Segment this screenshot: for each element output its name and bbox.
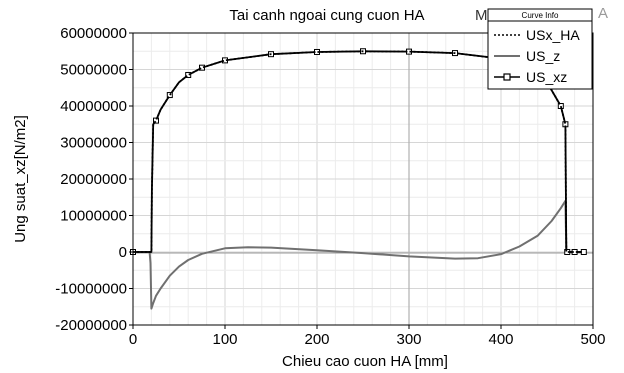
x-tick-label: 400 <box>488 331 513 348</box>
x-tick-label: 100 <box>212 331 237 348</box>
data-point-us-xz <box>153 117 159 124</box>
x-tick-label: 300 <box>396 331 421 348</box>
y-tick-label: 0 <box>119 244 127 261</box>
y-tick-label: 10000000 <box>60 208 127 225</box>
x-tick-label: 500 <box>580 331 605 348</box>
series-line-us-z <box>133 199 584 310</box>
x-tick-label: 0 <box>129 331 137 348</box>
x-tick-label: 200 <box>304 331 329 348</box>
y-tick-label: 60000000 <box>60 25 127 42</box>
legend-label-us-z: US_z <box>526 48 560 64</box>
chart-title: Tai canh ngoai cung cuon HA <box>229 7 424 24</box>
x-axis: 0 100 200 300 400 500 <box>129 325 606 348</box>
y-tick-label: 50000000 <box>60 62 127 79</box>
legend-label-us-xz: US_xz <box>526 69 567 85</box>
legend[interactable]: Curve Info USx_HA US_z US_xz <box>487 8 593 90</box>
legend-title: Curve Info <box>522 11 559 20</box>
y-axis: -20000000 -10000000 0 10000000 20000000 30000… <box>55 25 133 334</box>
legend-marker-us-xz <box>503 73 511 81</box>
y-tick-label: -20000000 <box>55 317 127 334</box>
data-point-us-xz <box>557 103 564 109</box>
y-tick-label: 20000000 <box>60 171 127 188</box>
y-axis-label: Ung suat_xz[N/m2] <box>12 115 29 243</box>
chart-title-right-fragment: M <box>475 7 488 24</box>
x-axis-label: Chieu cao cuon HA [mm] <box>282 353 448 370</box>
data-point-us-xz <box>166 92 173 99</box>
y-tick-label: 40000000 <box>60 98 127 115</box>
series-layer <box>130 48 587 310</box>
data-point-us-xz <box>185 71 192 78</box>
y-tick-label: 30000000 <box>60 135 127 152</box>
corner-badge: A <box>598 5 608 22</box>
y-tick-label: -10000000 <box>55 281 127 298</box>
grid <box>133 33 593 325</box>
data-point-us-xz <box>580 249 587 255</box>
legend-label-usx-ha: USx_HA <box>526 27 580 43</box>
